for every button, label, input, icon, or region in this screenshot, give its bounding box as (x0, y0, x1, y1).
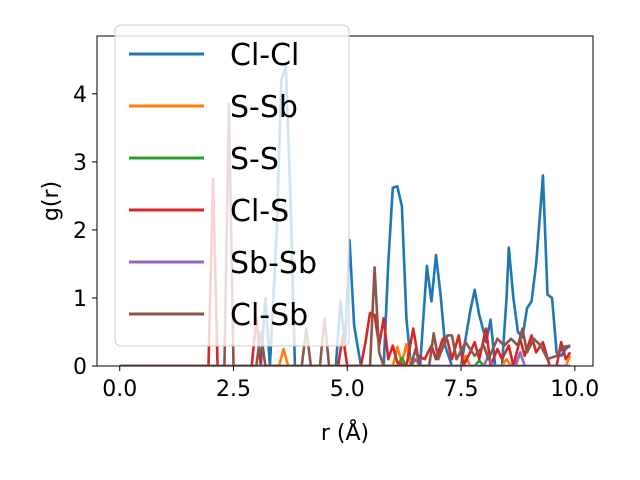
x-axis: 0.0 2.5 5.0 7.5 10.0 (102, 366, 599, 402)
x-tick-label: 7.5 (444, 377, 479, 402)
legend-label: Cl-Sb (230, 298, 308, 333)
x-tick-label: 10.0 (550, 377, 599, 402)
y-tick-label: 2 (73, 219, 87, 244)
x-tick-label: 2.5 (216, 377, 251, 402)
y-tick-label: 4 (73, 83, 87, 108)
legend: Cl-Cl S-Sb S-S Cl-S Sb-Sb Cl-Sb (114, 24, 350, 347)
legend-label: Cl-Cl (230, 38, 299, 73)
y-tick-label: 0 (73, 355, 87, 380)
legend-label: Sb-Sb (230, 246, 317, 281)
x-tick-label: 0.0 (102, 377, 137, 402)
x-tick-label: 5.0 (330, 377, 365, 402)
y-tick-label: 1 (73, 287, 87, 312)
x-axis-label: r (Å) (321, 419, 369, 446)
series-line-cl-cl (119, 65, 572, 366)
series-line-s-sb (119, 342, 572, 366)
y-axis: 0 1 2 3 4 (73, 83, 97, 380)
y-axis-label: g(r) (39, 181, 64, 221)
y-tick-label: 3 (73, 151, 87, 176)
legend-label: S-Sb (230, 90, 298, 125)
legend-label: S-S (230, 142, 279, 177)
series-line-cl-sb (119, 102, 571, 366)
legend-label: Cl-S (230, 194, 289, 229)
